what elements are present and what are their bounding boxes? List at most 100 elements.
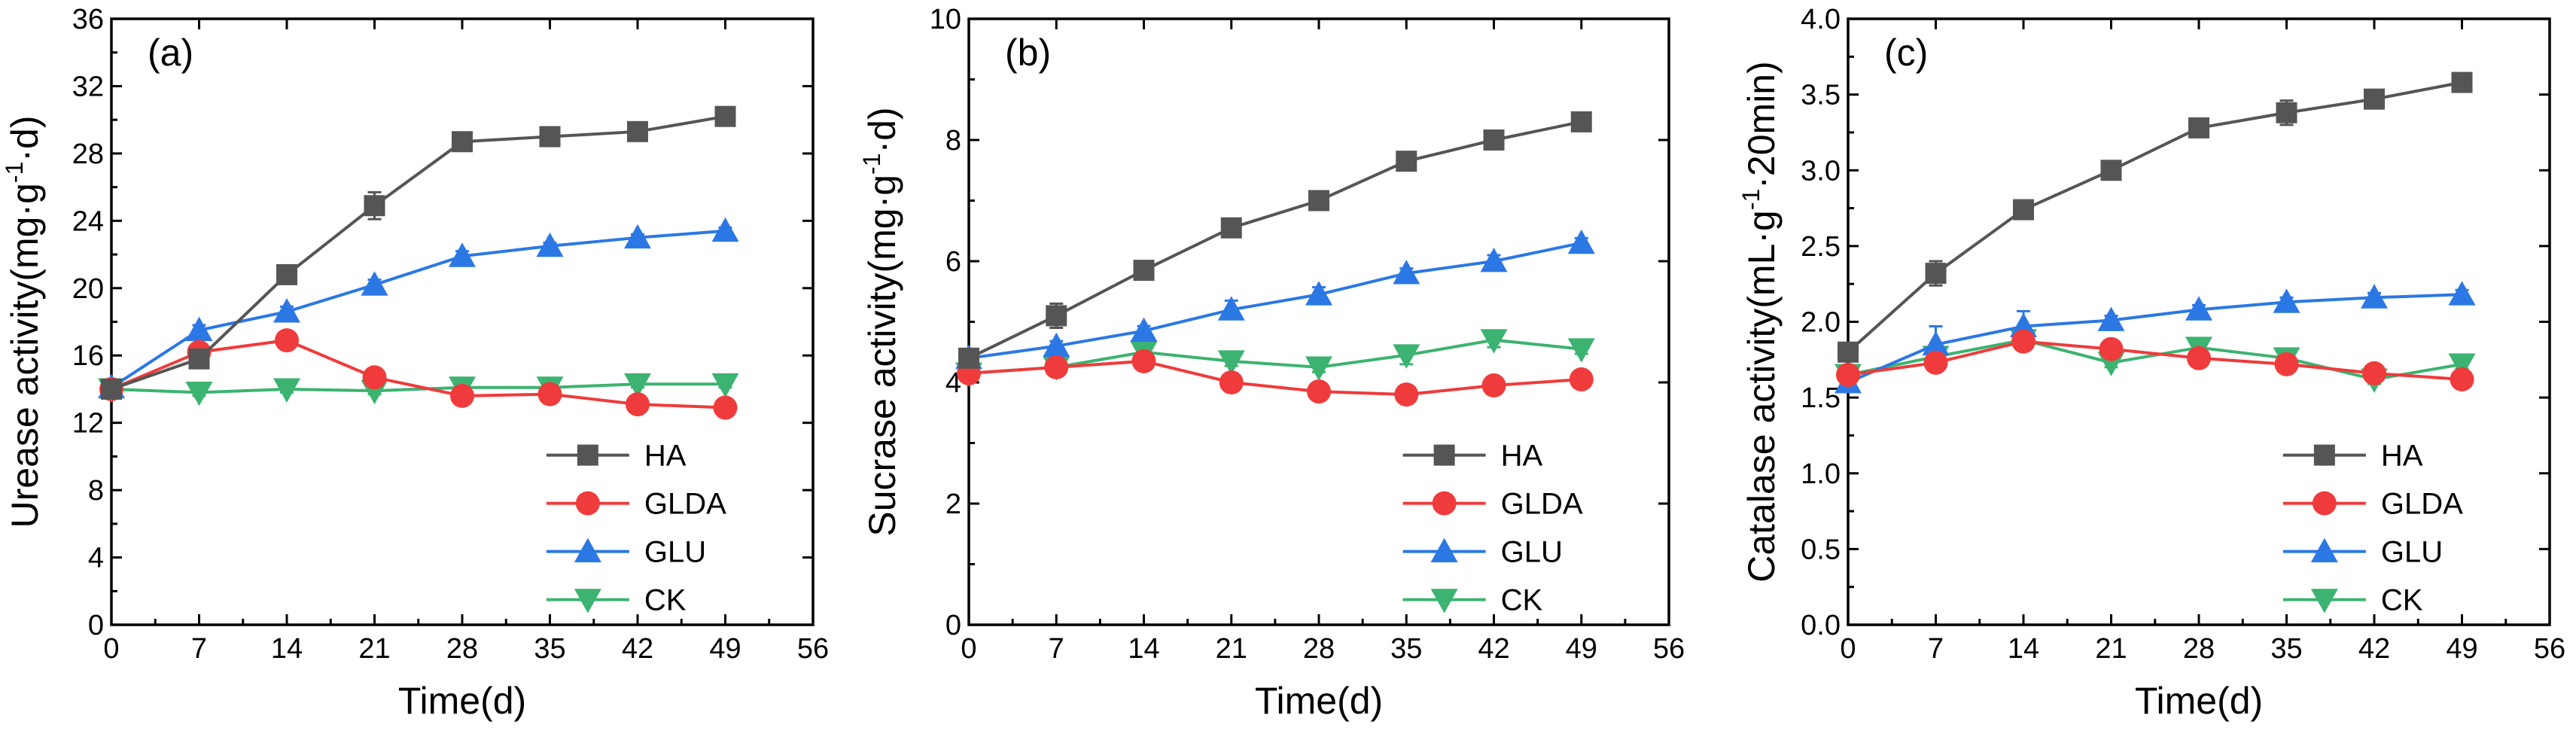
data-point-ha [364,195,385,217]
legend-label: GLU [1501,536,1563,569]
x-tick-label: 14 [2008,633,2039,665]
y-tick-label: 16 [72,340,104,372]
y-axis-title-end: ·d) [4,115,46,161]
x-tick-label: 0 [961,633,976,665]
legend-marker [1432,491,1457,516]
data-point-glda [2362,361,2386,385]
legend-marker [2310,537,2338,562]
data-point-ck [1393,344,1420,369]
panel-label: (a) [148,32,193,74]
data-point-ck [711,373,739,398]
data-point-glda [2274,352,2299,376]
y-tick-label: 4.0 [1801,4,1841,35]
data-point-ha [1396,151,1417,172]
plot-frame [967,17,1670,626]
data-point-ha [1308,190,1329,212]
y-tick-label: 24 [72,206,104,237]
legend: HA GLDA GLU CK [1402,440,1583,617]
data-point-ha [1483,129,1505,151]
series-line-ha [111,114,726,391]
legend-label: HA [644,440,687,473]
x-tick-label: 0 [103,633,119,665]
y-tick-label: 4 [88,543,104,574]
legend-item-glu: GLU [1402,536,1563,569]
series-line-glu [110,229,726,389]
data-point-glu [185,316,213,342]
series-glda [1836,329,2474,391]
y-axis-title-base: Sucrase activity(mg·g [861,175,903,537]
legend-item-ha: HA [2282,440,2423,473]
legend-label: GLDA [644,488,726,521]
legend-item-glu: GLU [2282,536,2443,569]
x-tick-label: 49 [2446,633,2477,665]
x-tick-label: 49 [1566,633,1597,665]
data-point-glda [713,395,738,420]
legend-item-ck: CK [546,584,687,617]
y-tick-label: 0 [945,610,961,641]
series-line-glda [968,359,1582,397]
data-point-glda [1044,355,1069,379]
data-point-ck [1567,338,1595,363]
data-point-ck [2448,353,2476,378]
series-line-ck [968,338,1582,375]
data-point-glda [537,382,562,406]
data-point-glu [2185,296,2212,321]
y-tick-label: 6 [945,246,961,278]
series-ha [1838,72,2473,363]
data-point-ha [1570,111,1592,132]
legend-label: HA [2381,440,2423,473]
legend-marker [1430,589,1458,614]
legend-label: GLDA [1501,488,1583,521]
x-axis-title: Time(d) [398,680,526,722]
data-point-glda [1836,362,1860,387]
data-point-glu [1922,330,1950,356]
data-point-glu [1217,296,1245,321]
y-tick-label: 1.0 [1801,458,1841,490]
series-line-ha [968,120,1582,360]
data-point-glda [450,383,474,408]
legend-label: HA [1501,440,1543,473]
y-axis-title-superscript: -1 [1737,189,1765,210]
x-tick-label: 28 [1303,633,1335,665]
legend-item-glda: GLDA [546,488,726,521]
data-point-ck [273,378,300,403]
data-point-ha [2100,160,2122,181]
series-glu [955,229,1595,370]
data-point-glu [711,217,739,242]
data-point-glda [1394,382,1419,407]
panel-label: (b) [1005,32,1051,74]
series-line-glu [1847,293,2462,384]
x-tick-label: 7 [1928,633,1944,665]
data-point-glda [2011,329,2036,354]
series-line-ha [1847,81,2462,354]
y-tick-label: 32 [72,71,104,102]
data-point-ha [714,105,736,127]
data-point-glda [2450,367,2474,391]
data-point-glda [1569,367,1594,391]
y-axis-title: Sucrase activity(mg·g-1·d) [858,107,903,536]
data-point-ha [2013,199,2034,221]
legend-item-glda: GLDA [1402,488,1583,521]
data-point-glu [1567,229,1595,254]
data-point-ck [1217,350,1245,375]
data-point-glu [2010,312,2037,337]
legend-item-ck: CK [2282,584,2423,617]
data-point-glu [449,242,476,267]
data-point-glda [362,365,387,390]
x-tick-label: 7 [191,633,207,665]
series-line-glda [111,339,726,410]
x-axis-title: Time(d) [1255,680,1383,722]
legend-marker [2312,491,2337,516]
chart-panel-c: 0 7 14 21 28 35 42 49 56 0.0 0.5 1.0 1.5 2.0 2.5 3.0 3.5… [1737,4,2565,722]
legend-item-glu: GLU [546,536,706,569]
x-tick-label: 28 [2183,633,2215,665]
y-tick-label: 0.5 [1801,534,1841,565]
x-tick-label: 56 [1653,633,1685,665]
data-point-glu [1393,260,1420,285]
data-point-ha [539,126,561,148]
y-axis-title-end: ·20min) [1740,61,1783,188]
data-point-ha [627,120,648,142]
series-line-ck [111,382,726,394]
legend-marker [2313,444,2335,466]
